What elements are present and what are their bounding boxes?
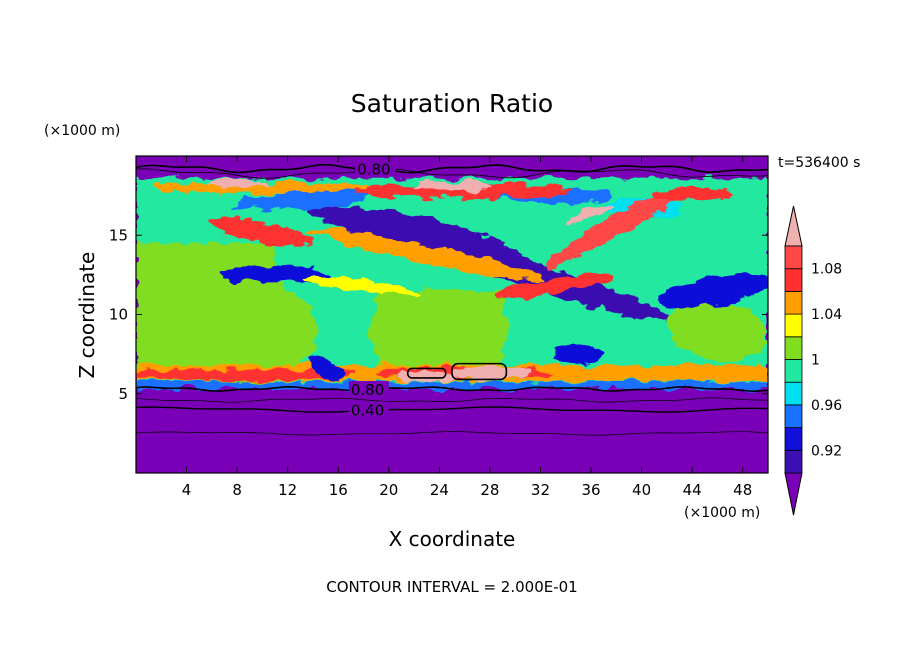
- colorbar-bin: [784, 290, 803, 315]
- time-label: t=536400 s: [778, 155, 860, 171]
- contour-lines: [136, 163, 768, 436]
- x-tick-label: 12: [278, 481, 297, 499]
- contour-label: 0.80: [357, 161, 390, 179]
- x-tick-label: 20: [379, 481, 398, 499]
- contour-label: 0.80: [351, 381, 384, 399]
- contour-label: 0.40: [351, 402, 384, 420]
- contour-line-thin: [136, 431, 768, 436]
- contour-line-upper-0.80: [136, 163, 768, 174]
- x-tick-label: 16: [329, 481, 348, 499]
- x-tick-label: 28: [480, 481, 499, 499]
- colorbar-bin: [784, 381, 803, 406]
- colorbar-overflow-triangle: [784, 205, 803, 247]
- contour-closed: [451, 362, 508, 381]
- colorbar-bin: [784, 359, 803, 383]
- x-axis: 4 8 12 16 20 24 28 32 36 40 44 48: [182, 156, 752, 499]
- y-axis: 5 10 15: [109, 226, 768, 403]
- x-axis-title: X coordinate: [389, 527, 516, 551]
- chart-title: Saturation Ratio: [351, 89, 553, 118]
- colorbar-bin: [784, 268, 803, 292]
- x-tick-label: 44: [683, 481, 702, 499]
- contour-closed: [406, 367, 447, 379]
- contour-labels: 0.80 0.80 0.40: [348, 160, 396, 420]
- x-tick-label: 24: [430, 481, 449, 499]
- x-tick-label: 48: [733, 481, 752, 499]
- x-tick-label: 8: [232, 481, 242, 499]
- contour-line-upper: [136, 168, 768, 179]
- colorbar-bin: [784, 449, 803, 474]
- heatmap-field: [136, 156, 768, 473]
- contour-interval-footer: CONTOUR INTERVAL = 2.000E-01: [326, 578, 577, 596]
- colorbar-tick-label: 1: [811, 353, 820, 369]
- colorbar-bin: [784, 245, 803, 270]
- contour-line-thin: [136, 397, 768, 403]
- colorbar-bin: [784, 313, 803, 338]
- y-axis-title: Z coordinate: [75, 252, 99, 379]
- colorbar-tick-label: 0.96: [811, 398, 842, 414]
- contour-label-bg: [355, 160, 396, 177]
- contour-line-0.40: [136, 406, 768, 413]
- x-unit-label: (×1000 m): [684, 505, 760, 521]
- contour-line-lower-0.80: [136, 385, 768, 393]
- y-tick-label: 10: [109, 306, 128, 324]
- colorbar-bin: [784, 336, 803, 360]
- colorbar-tick-label: 1.04: [811, 307, 842, 323]
- colorbar: 0.92 0.96 1 1.04 1.08: [784, 205, 842, 516]
- y-tick-label: 5: [118, 385, 128, 403]
- contour-label-bg: [348, 401, 389, 418]
- colorbar-bin: [784, 404, 803, 428]
- x-tick-label: 40: [632, 481, 651, 499]
- colorbar-bin: [784, 427, 803, 451]
- contour-label-bg: [348, 380, 389, 397]
- y-tick-label: 15: [109, 226, 128, 244]
- y-unit-label: (×1000 m): [44, 123, 120, 139]
- x-tick-label: 4: [182, 481, 192, 499]
- x-tick-label: 36: [581, 481, 600, 499]
- colorbar-underflow-triangle: [784, 472, 803, 516]
- x-tick-label: 32: [531, 481, 550, 499]
- colorbar-tick-label: 0.92: [811, 443, 842, 459]
- colorbar-tick-label: 1.08: [811, 262, 842, 278]
